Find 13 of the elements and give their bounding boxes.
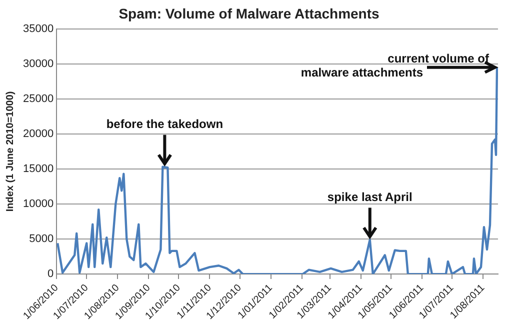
chart-title: Spam: Volume of Malware Attachments <box>118 5 380 22</box>
y-tick-label: 5000 <box>29 233 54 246</box>
y-tick-label: 15000 <box>22 162 54 175</box>
y-tick-label: 10000 <box>22 198 54 210</box>
annotation: before the takedown <box>106 117 224 132</box>
y-tick-label: 0 <box>47 268 54 280</box>
annotation: current volume of malware attachments <box>300 52 490 80</box>
annotation: spike last April <box>327 190 412 204</box>
y-tick-label: 35000 <box>22 22 54 35</box>
y-tick-label: 20000 <box>22 128 54 140</box>
y-tick-label: 25000 <box>22 92 54 105</box>
y-axis-title: Index (1 June 2010=1000) <box>4 91 16 212</box>
y-tick-label: 30000 <box>22 58 54 70</box>
